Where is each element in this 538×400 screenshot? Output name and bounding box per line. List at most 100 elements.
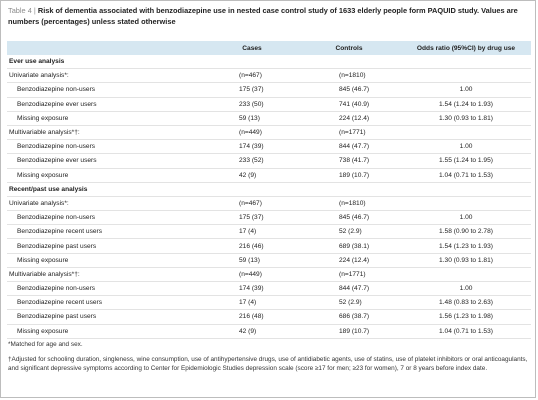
cell-odds-ratio: 1.48 (0.83 to 2.63) [401,295,531,311]
row-label: Benzodiazepine past users [7,238,207,254]
cell-odds-ratio: 1.54 (1.24 to 1.93) [401,97,531,112]
group-cases-n: (n=467) [207,196,297,212]
group-label: Univariate analysis*: [7,196,207,212]
cell-cases: 216 (48) [207,309,297,325]
row-label: Missing exposure [7,253,207,268]
group-controls-n: (n=1810) [297,196,401,212]
cell-cases: 59 (13) [207,111,297,126]
row-label: Benzodiazepine non-users [7,210,207,226]
cell-controls: 738 (41.7) [297,153,401,169]
cell-odds-ratio: 1.30 (0.93 to 1.81) [401,253,531,268]
section-title: Ever use analysis [7,55,531,70]
cell-controls: 845 (46.7) [297,82,401,98]
table-row: Missing exposure 42 (9) 189 (10.7) 1.04 … [7,324,531,339]
cell-controls: 689 (38.1) [297,238,401,254]
table-row: Benzodiazepine ever users 233 (52) 738 (… [7,153,531,169]
table-row: Benzodiazepine ever users 233 (50) 741 (… [7,97,531,112]
cell-odds-ratio: 1.56 (1.23 to 1.98) [401,309,531,325]
row-label: Missing exposure [7,111,207,126]
row-label: Benzodiazepine non-users [7,139,207,155]
cell-odds-ratio: 1.30 (0.93 to 1.81) [401,111,531,126]
table-row: Benzodiazepine non-users 174 (39) 844 (4… [7,139,531,155]
column-header-cases: Cases [207,41,297,55]
cell-cases: 175 (37) [207,210,297,226]
group-odds-ratio [401,68,531,84]
group-controls-n: (n=1810) [297,68,401,84]
cell-cases: 233 (50) [207,97,297,112]
cell-cases: 59 (13) [207,253,297,268]
group-header-row: Univariate analysis*: (n=467) (n=1810) [7,196,531,212]
row-label: Benzodiazepine ever users [7,97,207,112]
cell-cases: 175 (37) [207,82,297,98]
cell-odds-ratio: 1.54 (1.23 to 1.93) [401,238,531,254]
row-label: Benzodiazepine recent users [7,295,207,311]
group-header-row: Univariate analysis*: (n=467) (n=1810) [7,68,531,84]
table-row: Benzodiazepine non-users 175 (37) 845 (4… [7,82,531,98]
table-row: Benzodiazepine non-users 175 (37) 845 (4… [7,210,531,226]
cell-odds-ratio: 1.55 (1.24 to 1.95) [401,153,531,169]
cell-odds-ratio: 1.00 [401,281,531,297]
cell-cases: 17 (4) [207,224,297,240]
cell-odds-ratio: 1.00 [401,139,531,155]
row-label: Benzodiazepine non-users [7,82,207,98]
cell-controls: 52 (2.9) [297,224,401,240]
cell-controls: 845 (46.7) [297,210,401,226]
cell-controls: 224 (12.4) [297,111,401,126]
group-cases-n: (n=449) [207,267,297,283]
group-label: Multivariable analysis*†: [7,125,207,141]
cell-cases: 174 (39) [207,139,297,155]
table-row: Benzodiazepine recent users 17 (4) 52 (2… [7,224,531,240]
cell-controls: 224 (12.4) [297,253,401,268]
row-label: Missing exposure [7,168,207,183]
section-header-row: Recent/past use analysis [7,182,531,197]
group-odds-ratio [401,196,531,212]
table-label: Table 4 [8,6,32,15]
footnote-adjusted: †Adjusted for schooling duration, single… [8,355,528,373]
footnote-matched: *Matched for age and sex. [8,341,83,348]
group-header-row: Multivariable analysis*†: (n=449) (n=177… [7,267,531,283]
cell-odds-ratio: 1.58 (0.90 to 2.78) [401,224,531,240]
table-row: Benzodiazepine past users 216 (48) 686 (… [7,309,531,325]
cell-controls: 844 (47.7) [297,281,401,297]
table-row: Benzodiazepine non-users 174 (39) 844 (4… [7,281,531,297]
row-label: Benzodiazepine ever users [7,153,207,169]
table-row: Missing exposure 59 (13) 224 (12.4) 1.30… [7,253,531,268]
cell-cases: 233 (52) [207,153,297,169]
cell-odds-ratio: 1.04 (0.71 to 1.53) [401,324,531,339]
group-controls-n: (n=1771) [297,267,401,283]
table-header-row: Cases Controls Odds ratio (95%CI) by dru… [7,41,531,55]
group-label: Multivariable analysis*†: [7,267,207,283]
group-label: Univariate analysis*: [7,68,207,84]
table-row: Benzodiazepine past users 216 (46) 689 (… [7,238,531,254]
cell-odds-ratio: 1.00 [401,82,531,98]
table-caption: Table 4 | Risk of dementia associated wi… [8,6,518,26]
cell-cases: 42 (9) [207,324,297,339]
cell-cases: 174 (39) [207,281,297,297]
group-cases-n: (n=449) [207,125,297,141]
row-label: Benzodiazepine recent users [7,224,207,240]
results-table: Cases Controls Odds ratio (95%CI) by dru… [7,41,531,339]
cell-controls: 741 (40.9) [297,97,401,112]
section-header-row: Ever use analysis [7,55,531,70]
cell-cases: 42 (9) [207,168,297,183]
table-row: Benzodiazepine recent users 17 (4) 52 (2… [7,295,531,311]
group-cases-n: (n=467) [207,68,297,84]
column-header-controls: Controls [297,41,401,55]
group-controls-n: (n=1771) [297,125,401,141]
cell-odds-ratio: 1.04 (0.71 to 1.53) [401,168,531,183]
cell-controls: 52 (2.9) [297,295,401,311]
group-odds-ratio [401,125,531,141]
row-label: Missing exposure [7,324,207,339]
cell-controls: 189 (10.7) [297,324,401,339]
footnotes: *Matched for age and sex. †Adjusted for … [8,340,534,374]
cell-controls: 189 (10.7) [297,168,401,183]
cell-controls: 844 (47.7) [297,139,401,155]
table-body: Ever use analysis Univariate analysis*: … [7,55,531,339]
table-row: Missing exposure 59 (13) 224 (12.4) 1.30… [7,111,531,126]
group-odds-ratio [401,267,531,283]
column-header-odds-ratio: Odds ratio (95%CI) by drug use [401,41,531,55]
cell-cases: 17 (4) [207,295,297,311]
row-label: Benzodiazepine non-users [7,281,207,297]
cell-odds-ratio: 1.00 [401,210,531,226]
